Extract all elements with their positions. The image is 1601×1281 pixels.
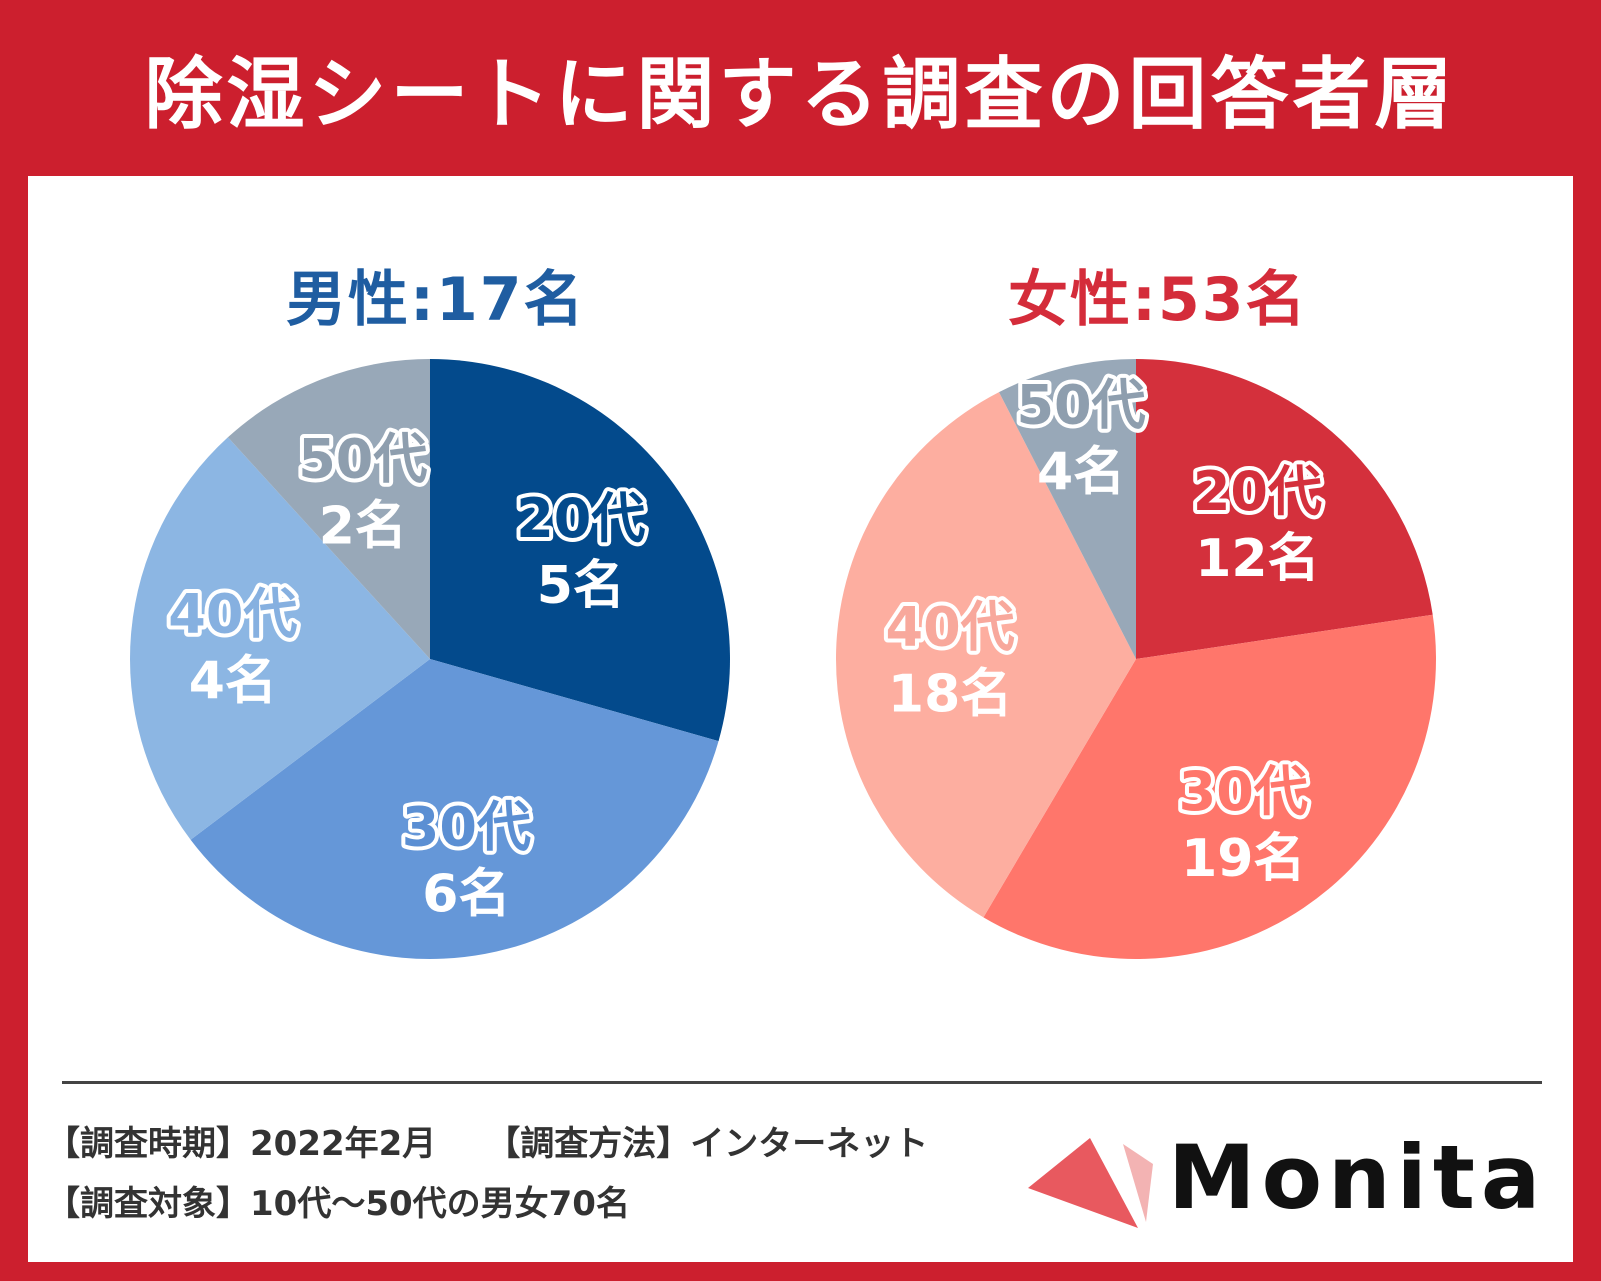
female-chart-title: 女性:53名 [1008, 265, 1308, 335]
survey-period-value: 2022年2月 [250, 1124, 437, 1164]
survey-method-value: インターネット [690, 1124, 929, 1164]
male-category-label: 50代 [298, 428, 427, 491]
footer-line-target: 【調査対象】10代〜50代の男女70名 [46, 1176, 630, 1225]
female-category-label: 40代 [886, 595, 1015, 658]
male-slice-20代 [430, 359, 731, 742]
male-value-label: 2名 [319, 497, 407, 557]
male-category-label: 30代 [402, 796, 531, 859]
male-value-label: 4名 [189, 652, 277, 712]
female-category-label: 20代 [1193, 460, 1322, 523]
footer-line-period-method: 【調査時期】2022年2月 【調査方法】インターネット [46, 1116, 928, 1165]
female-slice-50代 [999, 359, 1136, 659]
female-slice-30代 [983, 614, 1436, 960]
footer-divider [62, 1081, 1542, 1084]
survey-target-value: 10代〜50代の男女70名 [250, 1184, 630, 1224]
male-category-label: 40代 [168, 583, 297, 646]
triangle-logo-icon [1028, 1138, 1153, 1228]
male-slice-40代 [129, 437, 430, 840]
survey-method-label: 【調査方法】 [486, 1124, 691, 1164]
male-chart-title: 男性:17名 [286, 265, 586, 335]
survey-target-label: 【調査対象】 [46, 1184, 250, 1224]
female-value-label: 19名 [1181, 829, 1305, 889]
female-slice-40代 [835, 392, 1136, 918]
survey-period-label: 【調査時期】 [46, 1124, 250, 1164]
brand-logo: Monita [1028, 1126, 1548, 1236]
female-value-label: 12名 [1195, 529, 1319, 589]
female-slice-20代 [1136, 359, 1433, 659]
female-value-label: 4名 [1037, 443, 1125, 503]
page-title: 除湿シートに関する調査の回答者層 [144, 50, 1457, 140]
male-slice-30代 [190, 659, 719, 959]
female-category-label: 50代 [1016, 374, 1145, 437]
male-category-label: 20代 [516, 487, 645, 550]
male-value-label: 6名 [422, 865, 510, 925]
chart-panel: 男性:17名 女性:53名 20代 5名 30代 6名 40代 4名 50代 2名 20代 12… [28, 176, 1573, 1262]
brand-name: Monita [1168, 1126, 1547, 1229]
female-value-label: 18名 [888, 664, 1012, 724]
male-value-label: 5名 [537, 556, 625, 616]
female-category-label: 30代 [1179, 760, 1308, 823]
male-slice-50代 [227, 359, 430, 659]
